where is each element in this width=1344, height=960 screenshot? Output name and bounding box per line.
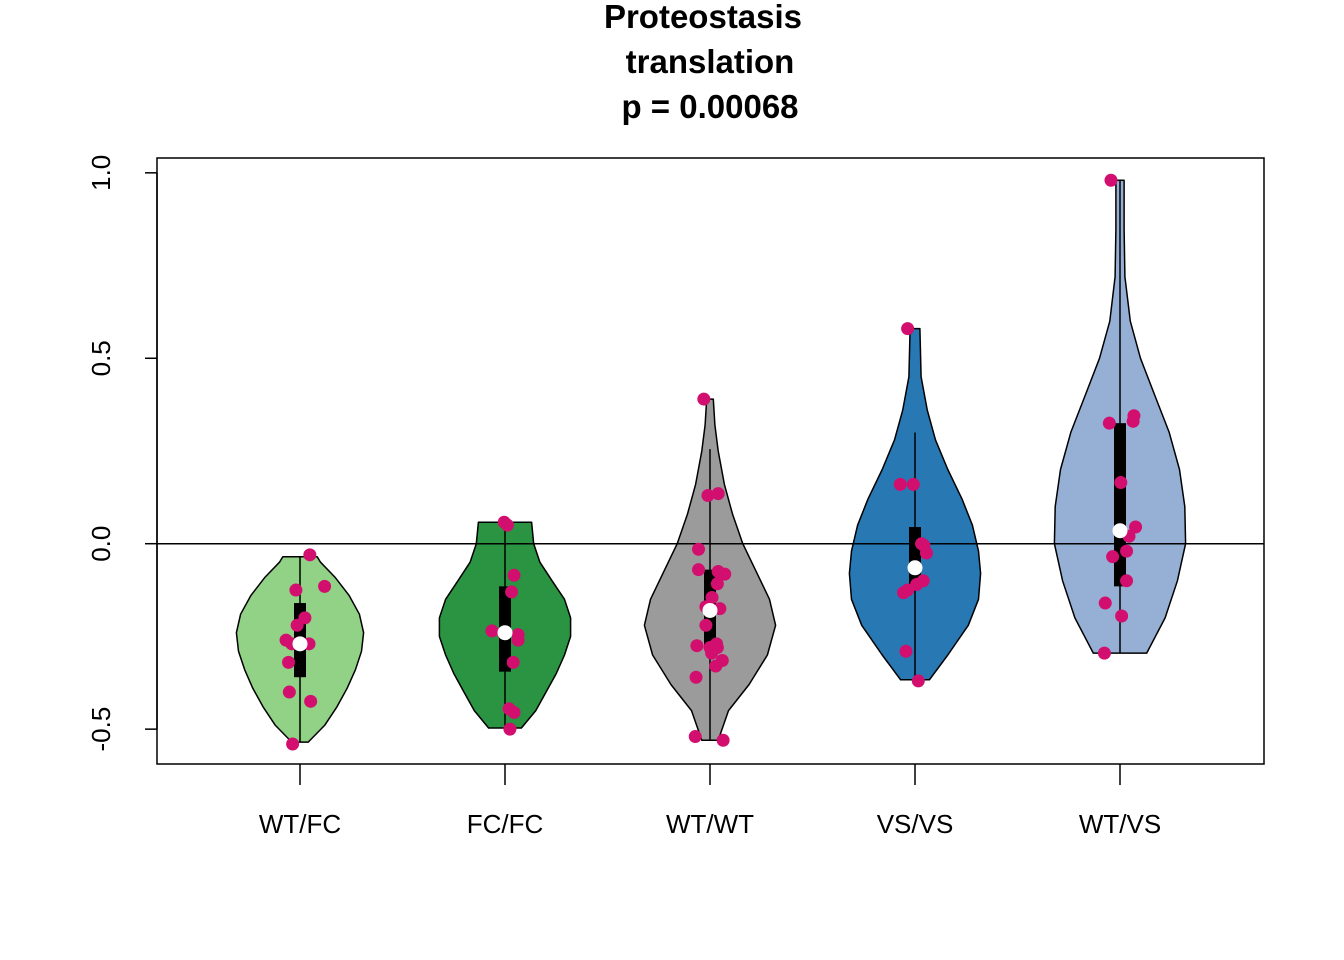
data-point-vs-vs-2 — [901, 322, 915, 336]
chart-title-line-1: Proteostasis — [604, 0, 802, 35]
data-point-fc-fc-6 — [502, 702, 516, 716]
data-point-fc-fc-3 — [511, 633, 525, 647]
data-point-wt-wt-19 — [689, 670, 703, 684]
violins-layer — [235, 179, 1187, 743]
data-point-fc-fc-8 — [507, 568, 521, 582]
data-point-vs-vs-11 — [911, 674, 925, 688]
x-tick-label-fc-fc: FC/FC — [467, 809, 544, 839]
x-tick-label-wt-wt: WT/WT — [666, 809, 754, 839]
data-point-fc-fc-11 — [500, 518, 514, 532]
x-tick-label-wt-vs: WT/VS — [1079, 809, 1161, 839]
data-point-vs-vs-9 — [897, 586, 911, 600]
y-axis: -0.5 0.0 0.5 1.0 — [86, 155, 158, 752]
y-tick-label-1: 0.0 — [86, 526, 116, 562]
x-tick-label-wt-fc: WT/FC — [259, 809, 341, 839]
data-point-vs-vs-0 — [893, 477, 907, 491]
data-point-wt-wt-2 — [711, 487, 725, 501]
median-marker-wt-wt — [702, 602, 718, 618]
data-point-wt-vs-1 — [1102, 416, 1116, 430]
data-point-wt-vs-11 — [1115, 609, 1129, 623]
median-marker-wt-fc — [292, 636, 308, 652]
data-point-wt-fc-1 — [282, 685, 296, 699]
data-point-wt-wt-20 — [688, 730, 702, 744]
data-point-fc-fc-4 — [506, 655, 520, 669]
data-point-wt-wt-21 — [716, 733, 730, 747]
data-point-wt-fc-6 — [298, 611, 312, 625]
data-point-wt-wt-1 — [701, 488, 715, 502]
data-point-wt-wt-7 — [710, 577, 724, 591]
data-point-wt-vs-9 — [1120, 574, 1134, 588]
data-point-fc-fc-9 — [505, 585, 519, 599]
data-point-wt-vs-3 — [1126, 414, 1140, 428]
x-axis: WT/FC FC/FC WT/WT VS/VS WT/VS — [259, 764, 1161, 839]
data-point-wt-fc-8 — [318, 579, 332, 593]
median-marker-fc-fc — [497, 625, 513, 641]
data-point-fc-fc-7 — [503, 722, 517, 736]
data-point-wt-fc-7 — [289, 583, 303, 597]
data-point-wt-vs-10 — [1098, 596, 1112, 610]
data-point-wt-vs-7 — [1120, 544, 1134, 558]
data-point-wt-vs-5 — [1129, 520, 1143, 534]
data-point-wt-wt-3 — [692, 542, 706, 556]
data-point-fc-fc-0 — [485, 624, 499, 638]
data-point-vs-vs-1 — [906, 477, 920, 491]
points-layer — [279, 173, 1143, 751]
data-point-wt-vs-12 — [1097, 646, 1111, 660]
data-point-wt-wt-6 — [718, 567, 732, 581]
data-point-wt-fc-3 — [282, 655, 296, 669]
median-marker-wt-vs — [1112, 523, 1128, 539]
data-point-wt-wt-0 — [697, 392, 711, 406]
data-point-wt-vs-0 — [1104, 173, 1118, 187]
iqr-box-wt-vs — [1114, 423, 1126, 587]
data-point-wt-wt-13 — [690, 639, 704, 653]
data-point-vs-vs-10 — [899, 644, 913, 658]
data-point-wt-wt-11 — [699, 618, 713, 632]
chart-title-line-3: p = 0.00068 — [621, 88, 798, 125]
chart-title-line-2: translation — [626, 43, 795, 80]
y-tick-label-0: -0.5 — [86, 707, 116, 752]
x-tick-label-vs-vs: VS/VS — [877, 809, 954, 839]
data-point-wt-fc-11 — [303, 548, 317, 562]
data-point-wt-fc-0 — [286, 737, 300, 751]
data-point-wt-wt-16 — [705, 646, 719, 660]
data-point-wt-wt-18 — [709, 659, 723, 673]
y-tick-label-3: 1.0 — [86, 155, 116, 191]
data-point-wt-vs-8 — [1106, 550, 1120, 564]
median-marker-vs-vs — [907, 560, 923, 576]
data-point-wt-wt-4 — [692, 563, 706, 577]
data-point-wt-wt-8 — [705, 590, 719, 604]
data-point-wt-vs-4 — [1114, 476, 1128, 490]
data-point-wt-fc-10 — [304, 694, 318, 708]
data-point-vs-vs-5 — [919, 546, 933, 560]
y-tick-label-2: 0.5 — [86, 340, 116, 376]
data-point-wt-fc-4 — [279, 633, 293, 647]
